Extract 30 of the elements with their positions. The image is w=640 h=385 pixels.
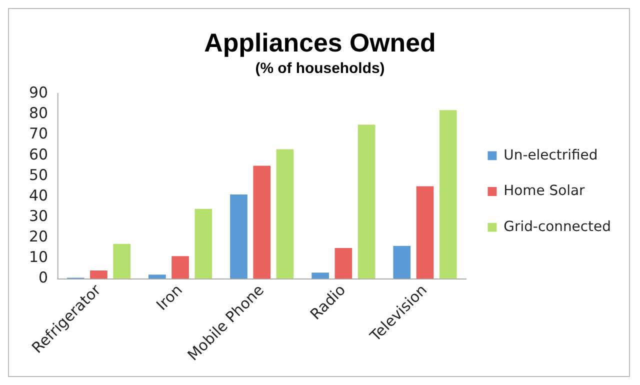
y-tick-label: 60 bbox=[28, 145, 48, 164]
y-tick-label: 0 bbox=[38, 268, 48, 287]
x-tick-label: Iron bbox=[152, 280, 186, 314]
legend-label: Grid-connected bbox=[504, 218, 611, 235]
bar bbox=[194, 208, 212, 279]
bar bbox=[334, 248, 352, 279]
y-tick-label: 30 bbox=[28, 206, 48, 225]
bar bbox=[312, 272, 329, 279]
bar bbox=[90, 270, 108, 279]
bar bbox=[148, 274, 166, 279]
bar bbox=[439, 110, 457, 279]
y-tick-label: 80 bbox=[28, 104, 48, 122]
bar bbox=[172, 256, 189, 279]
bar bbox=[358, 124, 376, 279]
y-tick-label: 90 bbox=[28, 84, 48, 102]
y-tick-label: 40 bbox=[28, 186, 48, 204]
y-tick-label: 10 bbox=[28, 248, 48, 266]
legend-label: Home Solar bbox=[504, 183, 586, 200]
chart-title: Appliances Owned bbox=[204, 30, 436, 58]
bar bbox=[276, 149, 294, 279]
bar bbox=[253, 166, 271, 279]
y-tick-label: 70 bbox=[28, 124, 48, 143]
y-tick-label: 50 bbox=[28, 166, 48, 184]
y-tick-label: 20 bbox=[28, 228, 48, 246]
bar bbox=[393, 246, 411, 279]
bar bbox=[416, 186, 434, 279]
legend-label: Un-electrified bbox=[504, 147, 598, 164]
chart-subtitle: (% of households) bbox=[255, 60, 385, 77]
bar bbox=[230, 194, 248, 279]
bar bbox=[113, 244, 130, 279]
